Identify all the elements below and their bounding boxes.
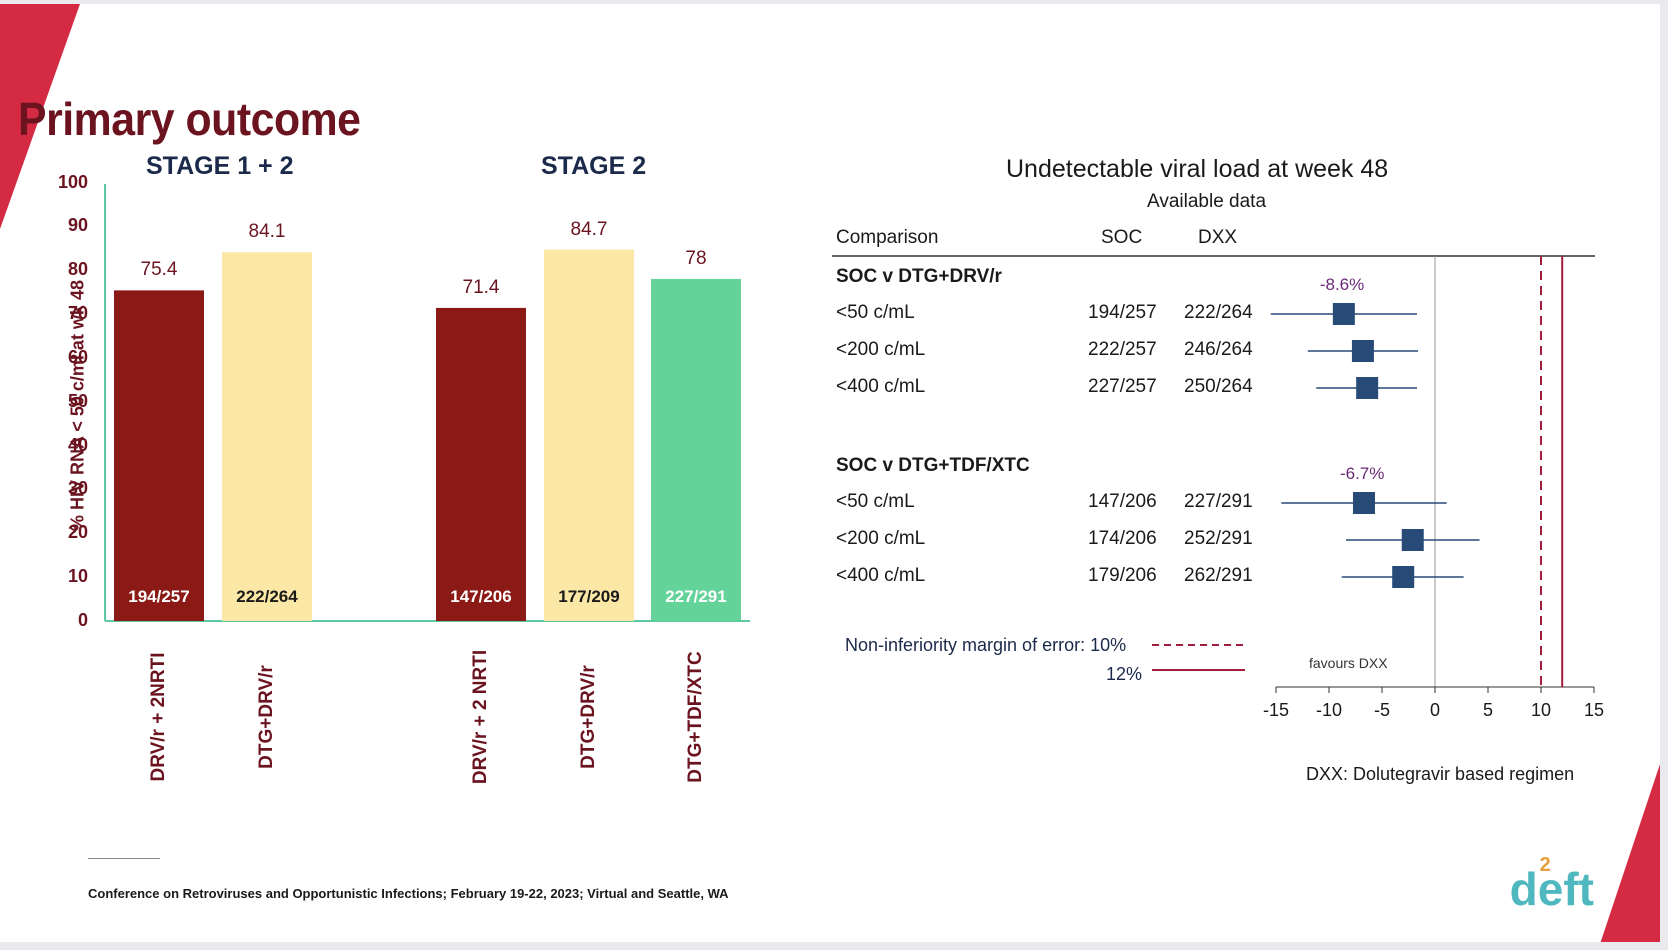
section-effect-label: -8.6% bbox=[1319, 275, 1365, 294]
y-tick-label: 30 bbox=[67, 478, 88, 499]
section-heading: SOC v DTG+TDF/XTC bbox=[836, 455, 1030, 476]
bar bbox=[436, 307, 526, 621]
stage-1-2-label: STAGE 1 + 2 bbox=[146, 152, 294, 180]
bar-count-label: 222/264 bbox=[236, 587, 298, 606]
forest-x-tick-label: -5 bbox=[1373, 700, 1390, 720]
favours-label: favours DXX bbox=[1309, 655, 1388, 671]
slide: Primary outcome STAGE 1 + 2 STAGE 2 % HI… bbox=[0, 4, 1660, 942]
row-soc-count: 174/206 bbox=[1088, 528, 1157, 549]
logo-superscript: 2 bbox=[1539, 854, 1551, 876]
bar-value-label: 84.7 bbox=[570, 218, 608, 240]
bar-value-label: 71.4 bbox=[462, 276, 500, 298]
forest-x-tick-label: -15 bbox=[1262, 700, 1289, 720]
bar bbox=[651, 278, 741, 621]
y-tick-label: 40 bbox=[67, 434, 88, 455]
column-header-dxx: DXX bbox=[1198, 227, 1238, 248]
logo-text: deft bbox=[1509, 863, 1594, 915]
y-tick-label: 80 bbox=[67, 259, 88, 280]
row-dxx-count: 227/291 bbox=[1184, 491, 1253, 512]
y-tick-label: 0 bbox=[77, 610, 88, 630]
forest-plot-svg bbox=[832, 255, 1595, 693]
section-heading: SOC v DTG+DRV/r bbox=[836, 266, 1002, 287]
bar bbox=[222, 252, 312, 621]
deft-logo: deft 2 bbox=[1509, 854, 1594, 916]
stage-2-label: STAGE 2 bbox=[541, 152, 647, 180]
row-threshold-label: <50 c/mL bbox=[836, 491, 915, 512]
forest-x-tick-label: 10 bbox=[1530, 700, 1552, 720]
bar-count-label: 147/206 bbox=[450, 587, 512, 606]
bar bbox=[114, 290, 204, 621]
y-tick-label: 10 bbox=[67, 566, 88, 587]
forest-x-tick-label: 0 bbox=[1429, 700, 1440, 720]
margin-10-label: Non-inferiority margin of error: 10% bbox=[845, 635, 1127, 655]
row-soc-count: 227/257 bbox=[1088, 376, 1157, 397]
footer-citation: Conference on Retroviruses and Opportuni… bbox=[88, 886, 729, 901]
y-tick-label: 70 bbox=[67, 303, 88, 324]
y-tick-label: 50 bbox=[67, 390, 88, 411]
red-corner-decoration-bottom bbox=[1600, 764, 1660, 942]
row-soc-count: 222/257 bbox=[1088, 339, 1157, 360]
row-soc-count: 194/257 bbox=[1088, 302, 1157, 323]
forest-x-tick-label: 15 bbox=[1583, 700, 1605, 720]
row-dxx-count: 250/264 bbox=[1184, 376, 1253, 397]
row-soc-count: 147/206 bbox=[1088, 491, 1157, 512]
estimate-marker bbox=[1332, 303, 1355, 325]
forest-x-tick-label: -10 bbox=[1315, 700, 1342, 720]
estimate-marker bbox=[1401, 529, 1424, 551]
estimate-marker bbox=[1351, 340, 1374, 362]
bar-value-label: 75.4 bbox=[140, 259, 178, 281]
bar bbox=[544, 249, 634, 621]
footer-rule bbox=[88, 858, 160, 859]
y-tick-label: 60 bbox=[67, 346, 88, 367]
bar-count-label: 177/209 bbox=[558, 587, 620, 606]
estimate-marker bbox=[1352, 492, 1375, 514]
red-corner-decoration bbox=[0, 4, 80, 229]
row-threshold-label: <50 c/mL bbox=[836, 302, 915, 323]
row-threshold-label: <200 c/mL bbox=[836, 339, 926, 360]
section-effect-label: -6.7% bbox=[1339, 464, 1385, 483]
row-dxx-count: 262/291 bbox=[1184, 565, 1253, 586]
row-soc-count: 179/206 bbox=[1088, 565, 1157, 586]
row-dxx-count: 246/264 bbox=[1184, 339, 1253, 360]
estimate-marker bbox=[1356, 377, 1379, 399]
row-dxx-count: 252/291 bbox=[1184, 528, 1253, 549]
page-title: Primary outcome bbox=[18, 93, 361, 145]
dxx-note: DXX: Dolutegravir based regimen bbox=[1306, 764, 1575, 784]
forest-title: Undetectable viral load at week 48 bbox=[1006, 155, 1389, 183]
estimate-marker bbox=[1392, 566, 1415, 588]
bar-count-label: 227/291 bbox=[665, 587, 727, 606]
y-tick-label: 100 bbox=[57, 171, 88, 192]
forest-x-tick-label: 5 bbox=[1482, 700, 1493, 720]
forest-subtitle: Available data bbox=[1147, 191, 1267, 212]
bar-chart-svg bbox=[104, 184, 750, 622]
bar-value-label: 84.1 bbox=[248, 221, 286, 243]
row-threshold-label: <200 c/mL bbox=[836, 528, 926, 549]
row-threshold-label: <400 c/mL bbox=[836, 565, 926, 586]
column-header-soc: SOC bbox=[1101, 227, 1143, 248]
row-dxx-count: 222/264 bbox=[1184, 302, 1253, 323]
y-tick-label: 20 bbox=[67, 522, 88, 543]
column-header-comparison: Comparison bbox=[836, 227, 939, 248]
margin-12-label: 12% bbox=[1106, 664, 1143, 684]
bar-value-label: 78 bbox=[685, 247, 707, 269]
row-threshold-label: <400 c/mL bbox=[836, 376, 926, 397]
y-tick-label: 90 bbox=[67, 215, 88, 236]
bar-count-label: 194/257 bbox=[128, 587, 190, 606]
